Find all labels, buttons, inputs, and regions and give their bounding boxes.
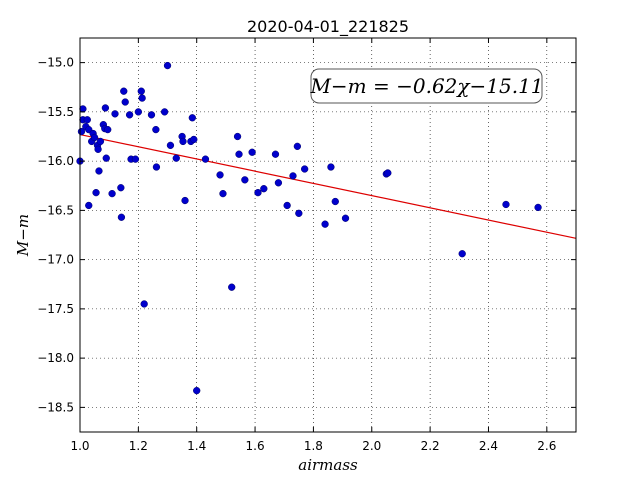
data-point — [85, 201, 93, 210]
data-points — [76, 61, 542, 395]
y-tick-label: −17.0 — [37, 253, 74, 267]
data-point — [188, 114, 196, 122]
data-point — [102, 154, 110, 162]
data-point — [94, 145, 102, 153]
data-point — [179, 137, 187, 146]
axis-ticks: 1.0 1.2 1.4 1.6 1.8 2.0 2.2 2.4 2.6 −15.0 −15.5 −16… — [37, 38, 576, 453]
data-point — [327, 163, 335, 171]
data-point — [293, 142, 302, 151]
data-point — [104, 125, 112, 134]
data-point — [117, 184, 125, 192]
x-tick-label: 1.8 — [304, 439, 323, 453]
data-point — [147, 111, 156, 119]
data-point — [248, 148, 256, 156]
data-point — [108, 189, 116, 198]
data-point — [384, 169, 392, 177]
data-point — [228, 283, 236, 291]
fit-line-group — [79, 133, 577, 239]
data-point — [140, 300, 148, 308]
fit-line — [79, 133, 577, 239]
data-point — [152, 125, 160, 134]
x-tick-label: 2.6 — [537, 439, 556, 453]
x-tick-label: 1.0 — [70, 439, 89, 453]
data-point — [160, 108, 169, 116]
data-point — [295, 209, 303, 217]
data-point — [137, 87, 145, 95]
data-point — [131, 155, 140, 163]
data-point — [92, 188, 100, 197]
x-tick-label: 2.2 — [421, 439, 440, 453]
data-point — [190, 135, 198, 144]
y-tick-label: −15.0 — [37, 56, 74, 70]
x-tick-label: 1.6 — [246, 439, 265, 453]
y-tick-label: −17.5 — [37, 302, 74, 316]
data-point — [235, 150, 243, 158]
grid — [79, 38, 576, 432]
x-axis-label: airmass — [298, 456, 358, 474]
data-point — [111, 110, 119, 118]
data-point — [117, 213, 126, 221]
data-point — [96, 137, 105, 146]
data-point — [274, 179, 283, 187]
data-point — [283, 201, 291, 210]
data-point — [260, 185, 268, 193]
fit-annotation-text: M−m = −0.62χ−15.11 — [309, 74, 543, 98]
y-tick-label: −18.0 — [37, 351, 74, 365]
data-point — [163, 61, 172, 70]
data-point — [125, 111, 134, 119]
data-point — [458, 250, 466, 258]
data-point — [95, 167, 103, 175]
data-point — [534, 203, 542, 212]
data-point — [181, 196, 189, 205]
data-point — [341, 214, 350, 222]
data-point — [138, 94, 146, 102]
data-point — [254, 188, 262, 197]
data-point — [502, 200, 510, 209]
x-tick-label: 1.4 — [187, 439, 206, 453]
x-tick-label: 2.0 — [362, 439, 381, 453]
fit-annotation: M−m = −0.62χ−15.11 — [309, 68, 544, 104]
data-point — [121, 98, 129, 106]
data-point — [321, 220, 329, 228]
y-tick-label: −15.5 — [37, 105, 74, 119]
chart-title: 2020-04-01_221825 — [247, 17, 409, 37]
data-point — [79, 105, 87, 113]
fit-annotation-box — [310, 68, 543, 104]
data-point — [241, 176, 249, 184]
data-point — [201, 155, 210, 163]
x-tick-label: 2.4 — [479, 439, 498, 453]
x-tick-label: 1.2 — [129, 439, 148, 453]
data-point — [219, 189, 227, 198]
data-point — [216, 171, 224, 179]
data-point — [134, 108, 143, 116]
data-point — [331, 197, 339, 206]
y-tick-label: −18.5 — [37, 400, 74, 414]
data-point — [120, 87, 128, 95]
data-point — [289, 172, 297, 180]
data-point — [83, 116, 91, 124]
data-point — [233, 132, 242, 141]
data-point — [101, 104, 110, 112]
data-point — [166, 141, 175, 150]
y-axis-label: M−m — [14, 214, 32, 257]
data-point — [301, 165, 309, 173]
data-point — [90, 133, 99, 142]
plot-frame — [79, 37, 577, 433]
y-tick-label: −16.0 — [37, 154, 74, 168]
data-point — [152, 163, 161, 171]
data-point — [271, 150, 280, 158]
y-tick-label: −16.5 — [37, 203, 74, 217]
data-point — [193, 386, 201, 395]
data-point — [172, 154, 180, 162]
